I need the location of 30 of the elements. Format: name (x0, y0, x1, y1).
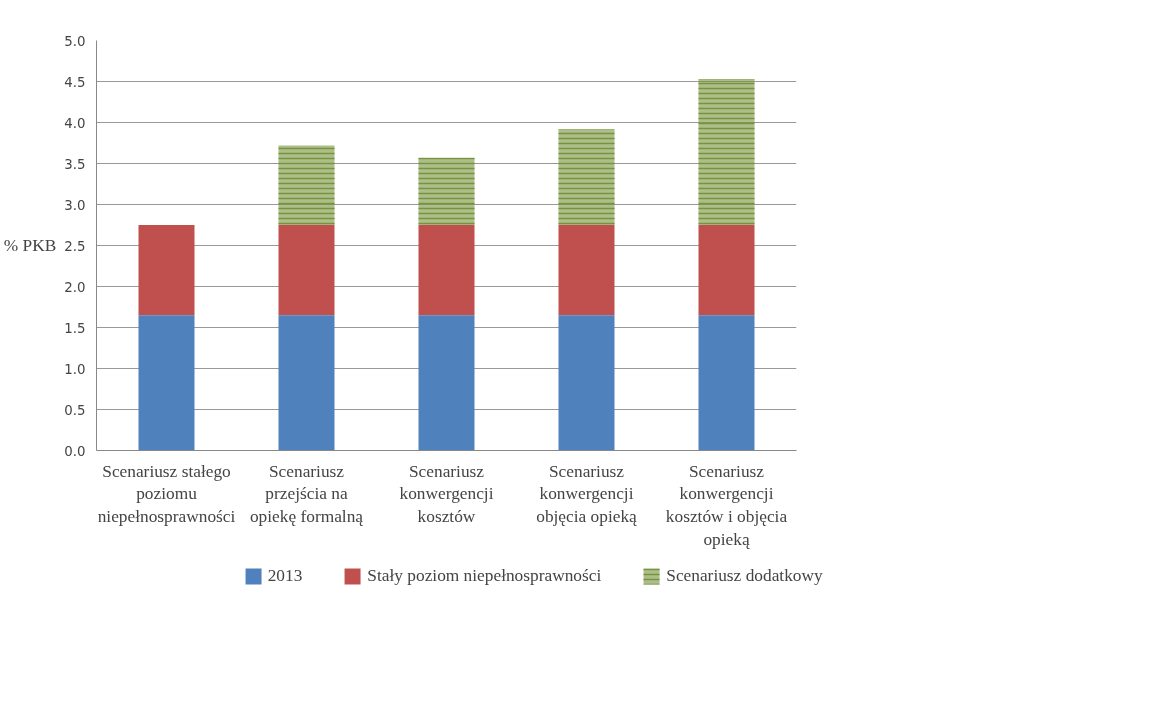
y-axis-title: % PKB (3, 236, 57, 255)
bar (418, 315, 475, 451)
y-tick-label: 1.0 (64, 361, 86, 377)
bar (138, 315, 195, 451)
legend-label: 2013 (267, 565, 303, 586)
legend-label: Scenariusz dodatkowy (666, 565, 823, 586)
y-tick-label: 4.5 (64, 74, 86, 90)
y-tick-label: 3.0 (64, 197, 86, 213)
y-tick-label: 0.0 (64, 443, 86, 459)
y-tick-label: 0.5 (64, 402, 86, 418)
x-tick-label: Scenariusz konwergencji kosztów i objęcia opieką (665, 461, 788, 549)
y-tick-label: 5.0 (64, 33, 86, 49)
x-tick-label: Scenariusz konwergencji kosztów (399, 461, 494, 527)
legend-label: Stały poziom niepełnosprawności (367, 565, 602, 586)
y-tick-label: 4.0 (64, 115, 86, 131)
y-tick-label: 3.5 (64, 156, 86, 172)
x-tick-label: Scenariusz konwergencji objęcia opieką (536, 461, 638, 527)
bar (278, 225, 335, 316)
x-tick-label: Scenariusz przejścia na opiekę formalną (249, 461, 364, 527)
bar (698, 225, 755, 316)
y-tick-label: 1.5 (64, 320, 86, 336)
y-tick-label: 2.5 (64, 238, 86, 254)
bar (558, 225, 615, 316)
x-tick-label: Scenariusz stałego poziomu niepełnosprawności (97, 461, 236, 527)
bar (558, 315, 615, 451)
bar (698, 315, 755, 451)
bar (138, 225, 195, 316)
bar (278, 315, 335, 451)
bar (418, 225, 475, 316)
y-tick-label: 2.0 (64, 279, 86, 295)
